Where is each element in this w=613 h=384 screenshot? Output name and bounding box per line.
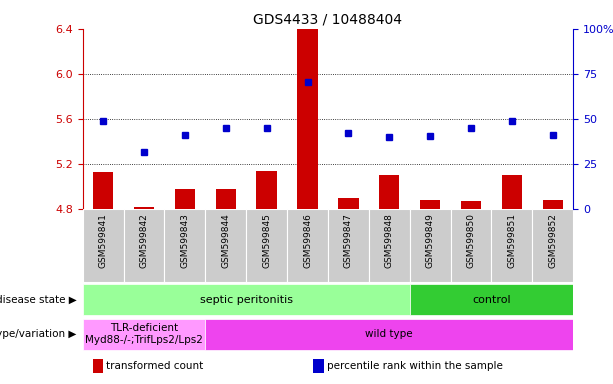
Text: GSM599846: GSM599846 xyxy=(303,213,312,268)
Bar xyxy=(409,284,573,315)
Text: GSM599842: GSM599842 xyxy=(140,213,148,268)
Bar xyxy=(134,207,154,209)
Bar xyxy=(451,209,492,282)
Bar xyxy=(501,175,522,209)
Bar xyxy=(313,359,324,373)
Text: transformed count: transformed count xyxy=(106,361,204,371)
Text: GSM599848: GSM599848 xyxy=(385,213,394,268)
Text: GSM599843: GSM599843 xyxy=(180,213,189,268)
Bar xyxy=(83,284,409,315)
Text: percentile rank within the sample: percentile rank within the sample xyxy=(327,361,503,371)
Bar xyxy=(297,1,318,209)
Bar xyxy=(246,209,287,282)
Bar xyxy=(379,175,400,209)
Bar xyxy=(93,359,104,373)
Text: GSM599841: GSM599841 xyxy=(99,213,108,268)
Bar xyxy=(83,209,124,282)
Bar xyxy=(328,209,369,282)
Bar xyxy=(175,189,195,209)
Bar xyxy=(205,209,246,282)
Text: GSM599847: GSM599847 xyxy=(344,213,353,268)
Text: GSM599850: GSM599850 xyxy=(466,213,476,268)
Text: GSM599844: GSM599844 xyxy=(221,213,230,268)
Text: GSM599845: GSM599845 xyxy=(262,213,271,268)
Text: GSM599851: GSM599851 xyxy=(508,213,516,268)
Bar xyxy=(205,319,573,349)
Title: GDS4433 / 10488404: GDS4433 / 10488404 xyxy=(253,12,403,26)
Text: GSM599852: GSM599852 xyxy=(548,213,557,268)
Bar xyxy=(420,200,440,209)
Bar xyxy=(164,209,205,282)
Text: disease state ▶: disease state ▶ xyxy=(0,295,77,305)
Bar xyxy=(543,200,563,209)
Bar xyxy=(124,209,164,282)
Text: TLR-deficient
Myd88-/-;TrifLps2/Lps2: TLR-deficient Myd88-/-;TrifLps2/Lps2 xyxy=(85,323,203,345)
Text: genotype/variation ▶: genotype/variation ▶ xyxy=(0,329,77,339)
Bar xyxy=(409,209,451,282)
Bar xyxy=(287,209,328,282)
Bar xyxy=(256,171,277,209)
Text: GSM599849: GSM599849 xyxy=(425,213,435,268)
Text: control: control xyxy=(472,295,511,305)
Bar xyxy=(461,201,481,209)
Bar xyxy=(93,172,113,209)
Text: wild type: wild type xyxy=(365,329,413,339)
Bar xyxy=(216,189,236,209)
Text: septic peritonitis: septic peritonitis xyxy=(200,295,293,305)
Bar xyxy=(492,209,532,282)
Bar xyxy=(369,209,409,282)
Bar xyxy=(338,198,359,209)
Bar xyxy=(83,319,205,349)
Bar xyxy=(532,209,573,282)
